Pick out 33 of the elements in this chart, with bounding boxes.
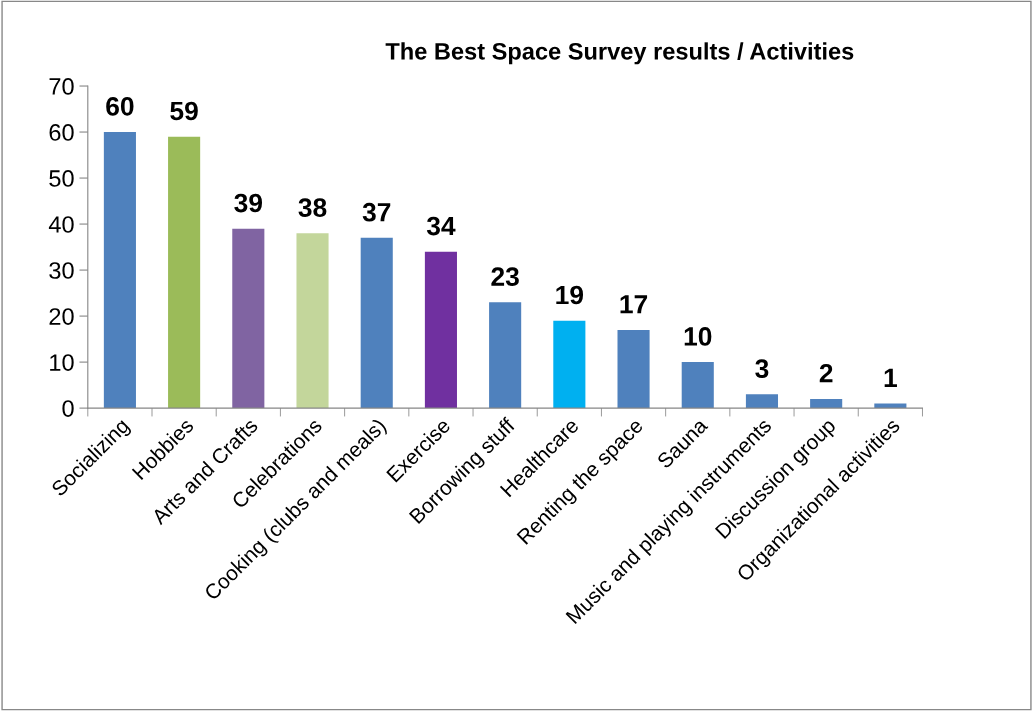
bar [745, 394, 779, 409]
data-label: 34 [426, 216, 456, 236]
y-tick-label: 0 [62, 400, 74, 417]
data-label: 3 [755, 359, 769, 379]
y-tick-label: 40 [48, 216, 74, 233]
y-tick-label: 70 [49, 78, 74, 95]
bar [360, 237, 393, 409]
data-label: 60 [106, 97, 134, 116]
y-tick-label: 20 [49, 308, 74, 325]
data-label: 17 [620, 295, 648, 314]
data-label: 39 [234, 193, 263, 213]
bar [424, 251, 457, 409]
y-tick-label: 10 [50, 354, 74, 371]
bar [168, 136, 201, 409]
data-label: 10 [684, 327, 712, 346]
bar [103, 132, 136, 409]
data-label: 37 [362, 202, 391, 222]
bar [681, 362, 714, 409]
bar [296, 233, 329, 409]
data-label: 38 [298, 198, 327, 217]
y-tick-label: 60 [49, 124, 74, 141]
y-tick-label: 30 [49, 262, 74, 279]
bar [553, 320, 586, 409]
data-label: 19 [556, 285, 584, 305]
data-label: 23 [491, 267, 519, 286]
chart-title: The Best Space Survey results / Activities [385, 42, 854, 65]
data-label: 59 [170, 101, 198, 121]
y-tick-label: 50 [49, 170, 74, 187]
bar [617, 329, 650, 409]
data-label: 1 [884, 368, 897, 387]
data-label: 2 [819, 363, 833, 383]
bar [489, 302, 522, 409]
bar [232, 228, 265, 409]
